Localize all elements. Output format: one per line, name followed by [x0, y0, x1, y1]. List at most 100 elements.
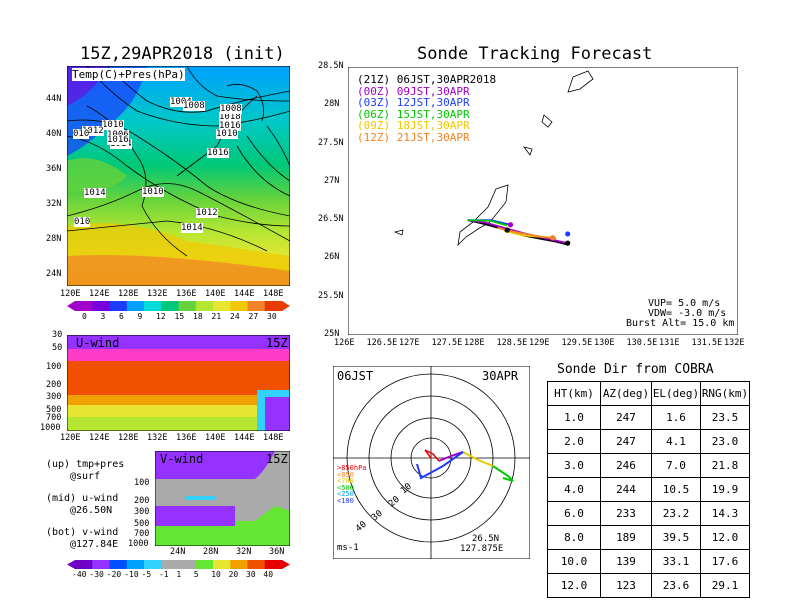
note-line: (up) tmp+pres: [46, 459, 125, 470]
hodograph-date: 30APR: [482, 369, 519, 383]
map-xtick: 128E: [118, 289, 139, 299]
u-wind-ytick: 30: [52, 330, 63, 340]
u-wind-xtick: 120E: [60, 433, 81, 443]
track-xtick: 127E: [399, 338, 420, 348]
legend-entry: (12Z) 21JST,30APR: [357, 130, 470, 144]
table-cell: 19.9: [700, 477, 750, 502]
map-ytick: 32N: [46, 199, 62, 209]
wind-colorbar-label: 10: [211, 570, 221, 579]
legend-entry: (00Z) 09JST,30APR: [357, 84, 470, 98]
u-wind-ytick: 500: [46, 405, 62, 415]
table-cell: 3.0: [547, 453, 601, 478]
wind-colorbar-label: 40: [263, 570, 274, 579]
u-wind-xtick: 148E: [263, 433, 284, 443]
isobar-label: 1014: [181, 223, 203, 233]
hodograph-level-label: >850hPa: [337, 464, 367, 472]
colorbar-segment: [126, 301, 145, 311]
wind-colorbar: [67, 560, 290, 569]
temperature-colorbar-label: 9: [137, 312, 143, 321]
track-chart: [348, 67, 738, 335]
table-cell: 7.0: [651, 453, 701, 478]
note-subline: @127.84E: [70, 539, 119, 550]
u-wind-panel: [67, 335, 290, 431]
track-endpoint: [565, 240, 571, 246]
table-cell: 14.3: [700, 501, 750, 526]
track-ytick: 27N: [324, 175, 340, 186]
table-cell: 123: [600, 573, 652, 598]
wind-colorbar-label: -40: [72, 570, 87, 579]
temperature-colorbar-label: 6: [119, 312, 124, 321]
chart-title: Sonde Tracking Forecast: [417, 44, 653, 64]
hodograph-level-label: <700: [337, 477, 354, 485]
isobar-label: 1010: [142, 187, 164, 197]
track-xtick: 129.5E: [561, 338, 593, 348]
track-ytick: 25N: [324, 329, 340, 339]
hodograph-level-label: <850: [337, 470, 354, 479]
temperature-colorbar-label: 12: [156, 312, 166, 321]
track-xtick: 132E: [724, 338, 745, 348]
colorbar-segment: [247, 560, 266, 569]
table-cell: 233: [600, 501, 652, 526]
v-wind-ytick: 700: [134, 529, 150, 539]
isobar-label: 1008: [220, 104, 242, 114]
v-wind-label: V-wind: [160, 452, 204, 466]
track-xtick: 126E: [334, 338, 355, 348]
legend-entry: (06Z) 15JST,30APR: [357, 107, 470, 121]
map-xtick: 136E: [176, 289, 197, 299]
hodograph: [333, 366, 530, 559]
table-cell: 4.0: [547, 477, 601, 502]
u-wind-ytick: 50: [52, 343, 63, 353]
colorbar-segment: [161, 301, 179, 311]
track-ytick: 27.5N: [318, 137, 344, 148]
v-wind-ytick: 500: [134, 519, 150, 529]
colorbar-arrow: [67, 301, 75, 311]
colorbar-segment: [92, 560, 110, 569]
v-wind-xtick: 28N: [203, 547, 219, 557]
isobar-label: 010: [74, 217, 91, 227]
map-xtick: 140E: [205, 289, 226, 299]
map-ytick: 44N: [46, 94, 62, 104]
u-wind-xtick: 144E: [234, 433, 255, 443]
temperature-colorbar-label: 27: [248, 312, 259, 321]
colorbar-segment: [247, 301, 266, 311]
u-wind-xtick: 132E: [147, 433, 168, 443]
track-param: VUP= 5.0 m/s: [648, 298, 721, 309]
u-wind-xtick: 128E: [118, 433, 139, 443]
temperature-colorbar-label: 15: [174, 312, 185, 321]
u-wind-ytick: 700: [46, 413, 62, 423]
table-cell: 12.0: [700, 525, 750, 550]
map-xtick: 148E: [263, 289, 284, 299]
track-series-line: [467, 219, 568, 244]
wind-colorbar-label: -1: [159, 570, 169, 579]
map-panel-label: Temp(C)+Pres(hPa): [72, 68, 185, 81]
hodograph-level-label: <100: [337, 496, 354, 505]
v-wind-ytick: 100: [134, 478, 150, 488]
table-cell: 246: [600, 453, 652, 478]
u-wind-ytick: 300: [46, 392, 62, 402]
track-xtick: 130E: [594, 338, 615, 348]
track-xtick: 128.5E: [496, 338, 528, 348]
colorbar-segment: [213, 560, 231, 569]
wind-colorbar-label: 30: [246, 570, 256, 579]
table-row: 1.0 247 1.6 23.5: [547, 405, 750, 430]
temperature-colorbar-label: 0: [82, 312, 87, 321]
legend-entry: (09Z) 18JST,30APR: [357, 119, 470, 132]
temperature-colorbar-label: 30: [267, 312, 277, 321]
wind-colorbar-label: -20: [106, 570, 122, 579]
colorbar-segment: [230, 560, 248, 569]
map-title: 15Z,29APR2018 (init): [80, 44, 285, 64]
table-cell: 12.0: [547, 573, 601, 598]
sonde-direction-table: HT(km) AZ(deg) EL(deg) RNG(km) 1.0 247 1.6 23.…: [547, 381, 750, 598]
table-cell: 23.5: [700, 405, 750, 430]
track-param: VDW= -3.0 m/s: [648, 308, 727, 319]
colorbar-segment: [213, 301, 231, 311]
isobar-label: 1016: [219, 121, 241, 131]
table-cell: 1.0: [547, 405, 601, 430]
track-ytick: 28N: [324, 99, 340, 110]
track-endpoint: [550, 235, 556, 241]
isobar-label: 1010: [216, 129, 238, 139]
colorbar-arrow: [282, 560, 290, 569]
hodograph-units: ms-1: [337, 543, 359, 553]
map-ytick: 24N: [46, 269, 62, 279]
wind-colorbar-label: 20: [228, 570, 239, 579]
